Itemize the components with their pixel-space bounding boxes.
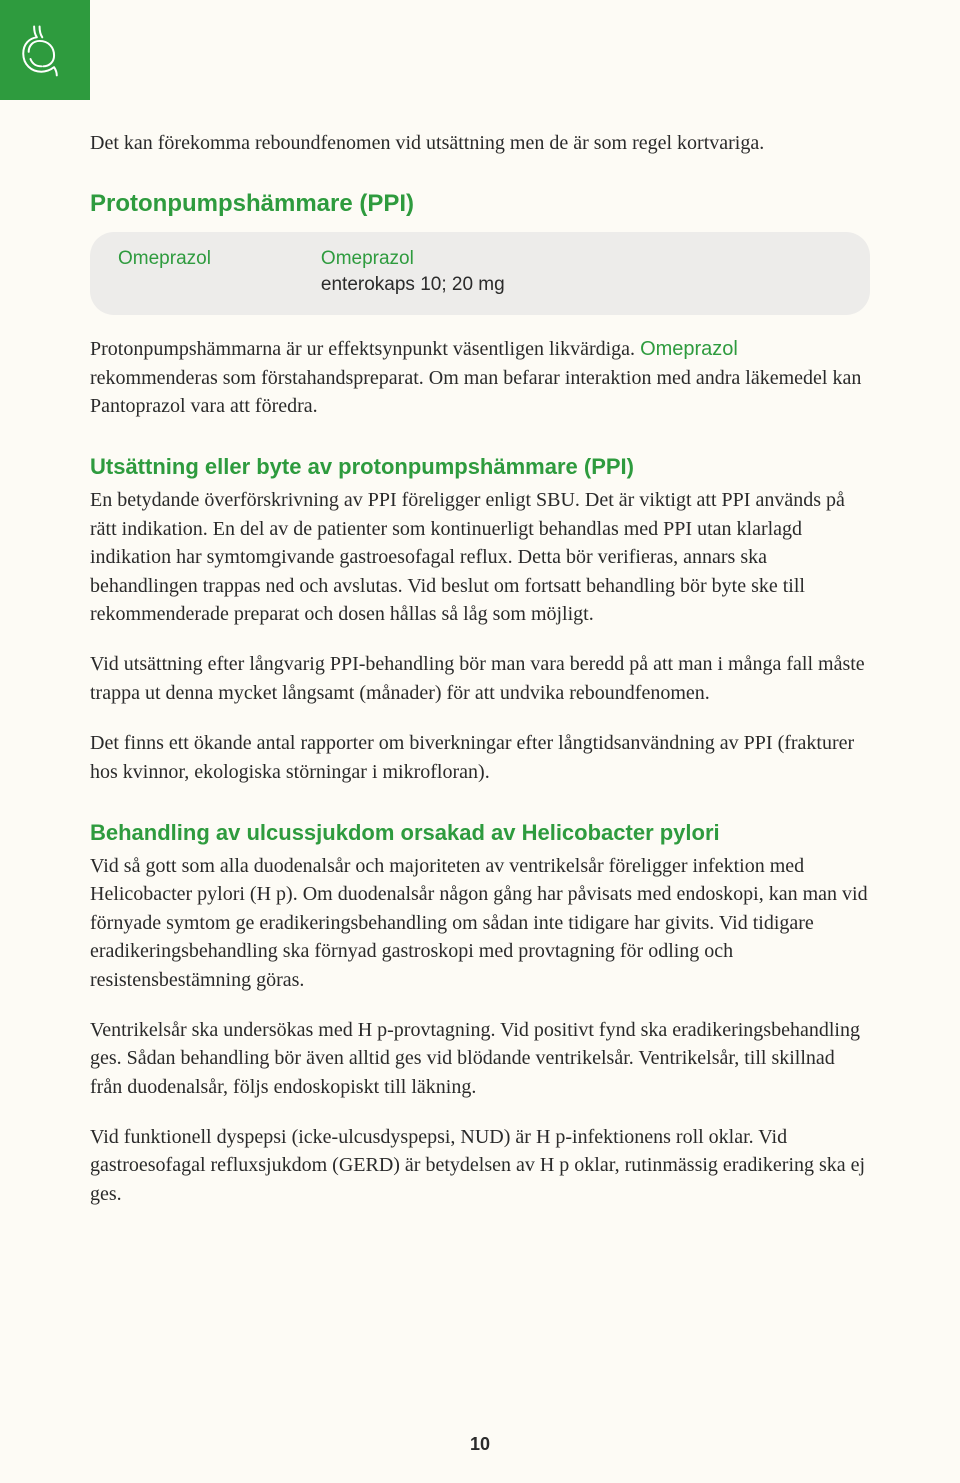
- drug-right-col: Omeprazol enterokaps 10; 20 mg: [321, 246, 505, 297]
- heading-utsattning: Utsättning eller byte av protonpumpshämm…: [90, 454, 870, 480]
- hpylori-p3: Vid funktionell dyspepsi (icke-ulcusdysp…: [90, 1123, 870, 1208]
- utsattning-p2: Vid utsättning efter långvarig PPI-behan…: [90, 650, 870, 707]
- hpylori-p1: Vid så gott som alla duodenalsår och maj…: [90, 852, 870, 994]
- ppi-para-prefix: Protonpumpshämmarna är ur effektsynpunkt…: [90, 338, 640, 360]
- stomach-icon: [16, 21, 74, 79]
- utsattning-p1: En betydande överförskrivning av PPI för…: [90, 486, 870, 628]
- drug-left-col: Omeprazol: [118, 246, 211, 297]
- drug-generic-name: Omeprazol: [118, 248, 211, 269]
- page-number: 10: [0, 1434, 960, 1455]
- ppi-para-suffix: rekommenderas som förstahandspreparat. O…: [90, 367, 861, 417]
- heading-hpylori: Behandling av ulcussjukdom orsakad av He…: [90, 820, 870, 846]
- intro-text: Det kan förekomma reboundfenomen vid uts…: [90, 128, 870, 158]
- category-tab: [0, 0, 90, 100]
- page-content: Det kan förekomma reboundfenomen vid uts…: [0, 0, 960, 1208]
- drug-box: Omeprazol Omeprazol enterokaps 10; 20 mg: [90, 232, 870, 315]
- ppi-paragraph: Protonpumpshämmarna är ur effektsynpunkt…: [90, 335, 870, 420]
- ppi-para-drug: Omeprazol: [640, 338, 738, 360]
- drug-brand-name: Omeprazol: [321, 246, 505, 272]
- hpylori-p2: Ventrikelsår ska undersökas med H p-prov…: [90, 1016, 870, 1101]
- utsattning-p3: Det finns ett ökande antal rapporter om …: [90, 729, 870, 786]
- heading-ppi: Protonpumpshämmare (PPI): [90, 190, 870, 218]
- drug-form-text: enterokaps 10; 20 mg: [321, 272, 505, 298]
